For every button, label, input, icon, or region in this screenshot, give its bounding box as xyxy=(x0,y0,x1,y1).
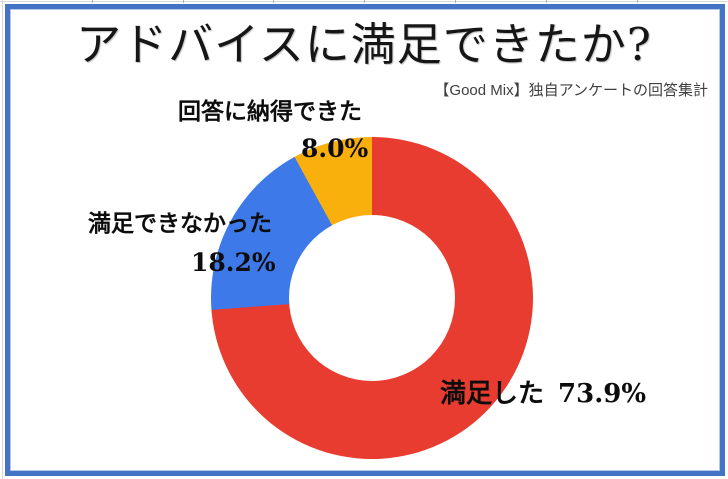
label-satisfied: 満足した 73.9% xyxy=(440,373,646,410)
source-note: 【Good Mix】独自アンケートの回答集計 xyxy=(434,82,708,99)
left-gridline xyxy=(2,0,3,479)
chart-title: アドバイスに満足できたか? xyxy=(76,18,652,71)
label-unsatisfied-value: 18.2% xyxy=(191,248,276,277)
label-convinced-name: 回答に納得できた xyxy=(178,98,362,125)
ruler-tick xyxy=(546,0,547,3)
ruler-tick xyxy=(92,0,93,3)
ruler-tick xyxy=(455,0,456,3)
donut-hole xyxy=(289,215,455,381)
ruler-tick xyxy=(183,0,184,3)
ruler-tick xyxy=(273,0,274,3)
ruler-tick xyxy=(637,0,638,3)
donut-chart xyxy=(211,137,533,459)
label-convinced-value: 8.0% xyxy=(301,134,369,163)
label-unsatisfied-name: 満足できなかった xyxy=(88,210,272,237)
label-satisfied-name: 満足した xyxy=(440,379,545,409)
ruler-tick xyxy=(364,0,365,3)
label-satisfied-value: 73.9% xyxy=(558,379,647,409)
